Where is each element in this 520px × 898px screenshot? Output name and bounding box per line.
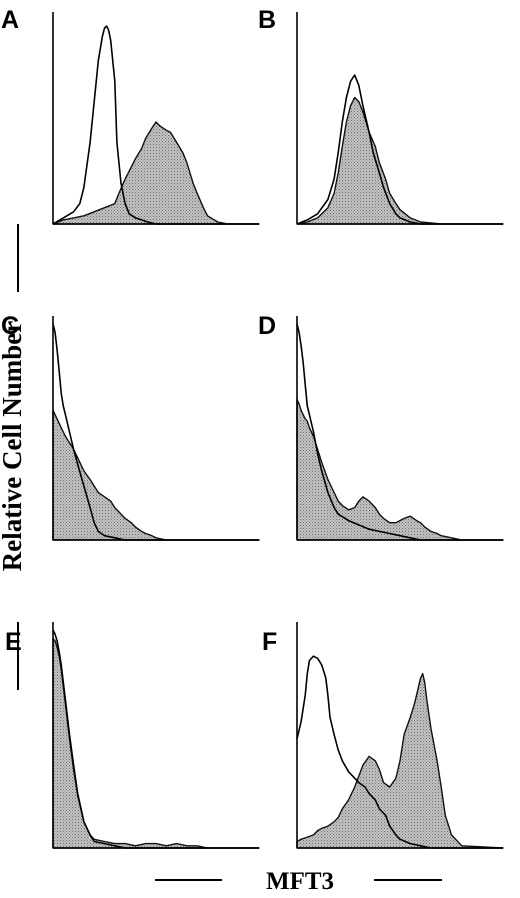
panel-a-letter: A	[1, 6, 19, 34]
panel-b-filled-histogram	[296, 96, 504, 225]
panel-e-open-histogram	[52, 629, 259, 849]
ylabel: Relative Cell Number	[0, 321, 27, 571]
xlabel: MFT3	[266, 868, 334, 895]
panel-b-letter: B	[258, 6, 276, 34]
panel-e-letter: E	[5, 628, 22, 656]
panel-f-letter: F	[262, 628, 277, 656]
panel-d-letter: D	[258, 312, 276, 340]
panel-a: A	[1, 6, 260, 225]
panel-c-letter: C	[1, 312, 19, 340]
panel-a-filled-histogram	[52, 121, 260, 225]
panel-f-filled-histogram	[296, 672, 504, 849]
panel-d-open-histogram	[296, 323, 503, 541]
panel-d-filled-histogram	[296, 398, 504, 541]
panel-d: D	[258, 312, 504, 541]
panel-f-open-histogram	[296, 655, 503, 849]
panel-c-filled-histogram	[52, 409, 260, 541]
panel-c: C	[1, 312, 260, 541]
panel-b-open-histogram	[296, 74, 503, 225]
panel-e: E	[5, 622, 260, 849]
panel-f: F	[262, 622, 504, 849]
panel-b: B	[258, 6, 504, 225]
panel-e-filled-histogram	[52, 638, 260, 849]
panels-group: A B C D E F	[1, 6, 504, 849]
